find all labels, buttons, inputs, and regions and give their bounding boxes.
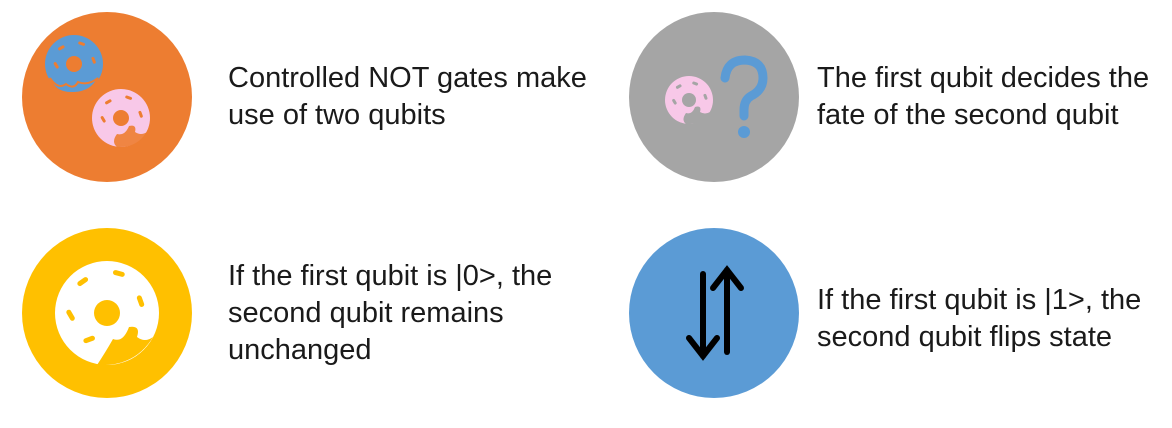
gray-circle (629, 12, 799, 182)
item-text: If the first qubit is |1>, the second qu… (817, 284, 1142, 353)
item-first-qubit-decides: The first qubit decides the fate of the … (629, 12, 1149, 182)
item-qubit-one: If the first qubit is |1>, the second qu… (629, 228, 1141, 398)
up-down-arrows-icon (686, 265, 744, 361)
item-two-qubits: Controlled NOT gates make use of two qub… (22, 12, 587, 182)
item-text: If the first qubit is |0>, the second qu… (228, 259, 553, 366)
item-text: The first qubit decides the fate of the … (817, 62, 1150, 131)
orange-circle (22, 12, 192, 182)
donut-question-icon (665, 55, 768, 138)
donut-icon (55, 261, 159, 366)
two-donuts-icon (45, 35, 150, 148)
item-qubit-zero: If the first qubit is |0>, the second qu… (22, 228, 552, 398)
blue-circle (629, 228, 799, 398)
yellow-circle (22, 228, 192, 398)
item-text: Controlled NOT gates make use of two qub… (228, 62, 587, 131)
